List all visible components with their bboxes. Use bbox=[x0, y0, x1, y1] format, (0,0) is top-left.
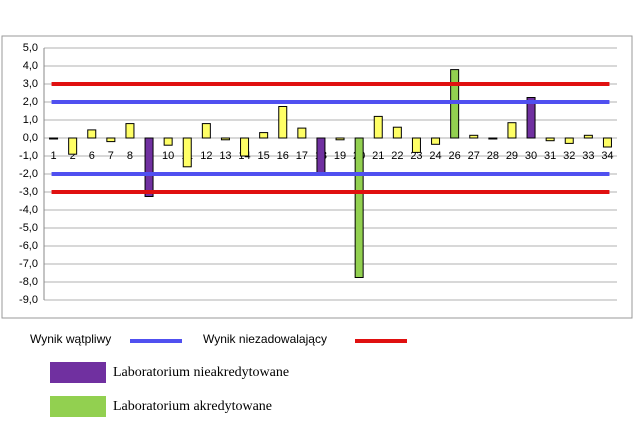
bar bbox=[316, 137, 326, 174]
y-tick-label: 2,0 bbox=[23, 96, 38, 108]
x-tick-label: 19 bbox=[334, 150, 346, 162]
y-tick-label: -4,0 bbox=[19, 204, 38, 216]
x-tick-label: 23 bbox=[410, 150, 422, 162]
bar bbox=[87, 129, 97, 139]
x-tick-label: 16 bbox=[277, 150, 289, 162]
bar bbox=[240, 137, 250, 157]
y-tick-label: 0,0 bbox=[23, 132, 38, 144]
bar bbox=[297, 127, 307, 139]
bar bbox=[583, 134, 593, 139]
y-tick-label: -8,0 bbox=[19, 276, 38, 288]
x-tick-label: 7 bbox=[108, 150, 114, 162]
legend-swatch bbox=[50, 396, 106, 417]
bar bbox=[469, 134, 479, 139]
y-tick-label: -6,0 bbox=[19, 240, 38, 252]
legend-swatch bbox=[50, 362, 106, 383]
bar bbox=[507, 122, 517, 139]
x-tick-label: 22 bbox=[391, 150, 403, 162]
bar bbox=[411, 137, 421, 153]
bar bbox=[182, 137, 192, 168]
x-tick-label: 1 bbox=[50, 150, 56, 162]
x-tick-label: 6 bbox=[89, 150, 95, 162]
y-tick-label: -1,0 bbox=[19, 150, 38, 162]
x-tick-label: 10 bbox=[162, 150, 174, 162]
x-tick-label: 2 bbox=[70, 150, 76, 162]
bar bbox=[259, 132, 269, 139]
x-tick-label: 26 bbox=[449, 150, 461, 162]
x-tick-label: 31 bbox=[544, 150, 556, 162]
chart-border bbox=[1, 35, 633, 319]
bar bbox=[545, 137, 555, 142]
bar bbox=[163, 137, 173, 146]
y-tick-label: 5,0 bbox=[23, 42, 38, 54]
bar bbox=[144, 137, 154, 197]
bar bbox=[220, 137, 230, 141]
bar bbox=[431, 137, 441, 145]
x-tick-label: 12 bbox=[200, 150, 212, 162]
x-tick-label: 32 bbox=[563, 150, 575, 162]
y-tick-label: -9,0 bbox=[19, 294, 38, 306]
legend-label: Wynik wątpliwy bbox=[30, 332, 111, 346]
bar bbox=[354, 137, 364, 278]
x-tick-label: 13 bbox=[219, 150, 231, 162]
bar bbox=[278, 106, 288, 139]
bar bbox=[602, 137, 612, 148]
y-tick-label: 3,0 bbox=[23, 78, 38, 90]
x-tick-label: 15 bbox=[258, 150, 270, 162]
x-tick-label: 29 bbox=[506, 150, 518, 162]
bar bbox=[125, 123, 135, 139]
x-tick-label: 34 bbox=[601, 150, 613, 162]
y-tick-label: 4,0 bbox=[23, 60, 38, 72]
bar bbox=[373, 115, 383, 139]
legend-label: Laboratorium akredytowane bbox=[113, 399, 272, 414]
x-tick-label: 17 bbox=[296, 150, 308, 162]
bar bbox=[335, 137, 345, 141]
y-tick-label: -7,0 bbox=[19, 258, 38, 270]
bar bbox=[49, 137, 59, 140]
y-tick-label: -5,0 bbox=[19, 222, 38, 234]
x-tick-label: 8 bbox=[127, 150, 133, 162]
bar bbox=[201, 123, 211, 139]
bar bbox=[392, 126, 402, 139]
x-tick-label: 28 bbox=[487, 150, 499, 162]
x-tick-label: 24 bbox=[429, 150, 441, 162]
x-tick-label: 21 bbox=[372, 150, 384, 162]
bar bbox=[488, 137, 498, 140]
bar bbox=[564, 137, 574, 144]
x-tick-label: 30 bbox=[525, 150, 537, 162]
x-tick-label: 33 bbox=[582, 150, 594, 162]
y-tick-label: 1,0 bbox=[23, 114, 38, 126]
legend-label: Wynik niezadowalający bbox=[203, 332, 327, 346]
y-tick-label: -3,0 bbox=[19, 186, 38, 198]
bar bbox=[68, 137, 78, 155]
legend-label: Laboratorium nieakredytowane bbox=[113, 365, 289, 380]
y-tick-label: -2,0 bbox=[19, 168, 38, 180]
bar bbox=[106, 137, 116, 143]
bar bbox=[526, 97, 536, 139]
x-tick-label: 27 bbox=[468, 150, 480, 162]
